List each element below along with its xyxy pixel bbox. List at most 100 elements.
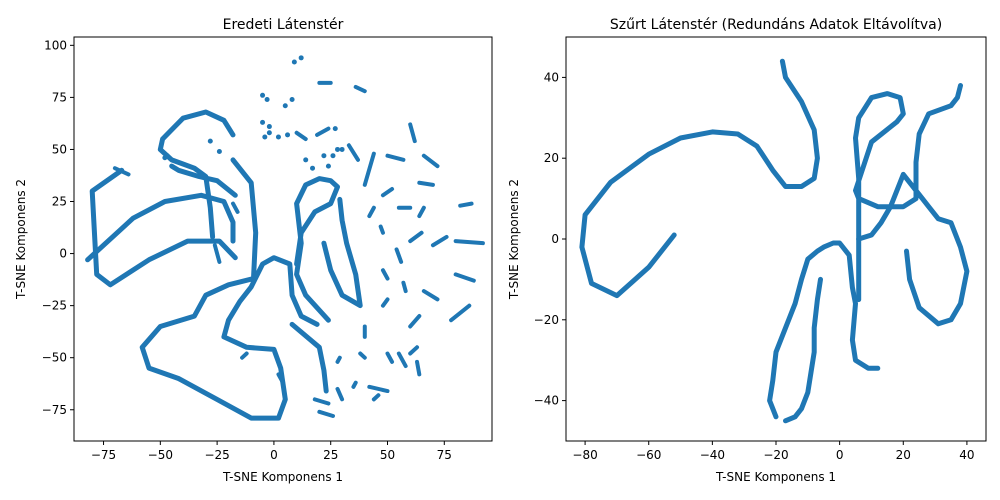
data-segment-0 — [112, 166, 131, 177]
data-segment-56 — [358, 351, 367, 360]
data-curve-1 — [85, 192, 236, 263]
data-point-8 — [266, 124, 272, 130]
data-segment-40 — [430, 234, 449, 248]
plot-area — [85, 55, 485, 421]
data-segment-64 — [335, 355, 342, 364]
x-axis-label: T-SNE Komponens 1 — [222, 470, 343, 484]
data-point-13 — [282, 103, 288, 109]
data-curve-5 — [294, 176, 340, 323]
data-curve-1 — [853, 83, 963, 303]
y-tick-label: 50 — [52, 142, 67, 156]
y-tick-label: 0 — [59, 247, 67, 261]
x-tick-label: 20 — [896, 448, 911, 462]
data-point-2 — [164, 153, 170, 159]
y-tick-label: 40 — [544, 70, 559, 84]
data-segment-47 — [401, 280, 408, 294]
data-point-24 — [310, 165, 316, 171]
data-segment-17 — [294, 130, 308, 142]
data-point-25 — [321, 153, 327, 159]
data-segment-55 — [385, 351, 395, 364]
data-point-26 — [325, 163, 331, 169]
data-point-11 — [275, 134, 281, 140]
data-segment-50 — [449, 303, 472, 323]
data-point-10 — [266, 130, 272, 136]
data-point-27 — [330, 153, 336, 159]
data-segment-22 — [346, 143, 360, 162]
data-point-7 — [260, 119, 266, 125]
data-point-9 — [262, 134, 268, 140]
data-segment-21 — [353, 84, 367, 94]
data-segment-43 — [378, 224, 385, 235]
data-point-12 — [285, 132, 291, 138]
data-segment-38 — [458, 201, 474, 208]
data-segment-52 — [408, 345, 420, 356]
x-tick-label: −25 — [204, 448, 229, 462]
axes-frame — [565, 36, 987, 442]
data-segment-31 — [385, 153, 406, 162]
y-tick-label: −75 — [42, 403, 67, 417]
y-axis-label: T-SNE Komponens 2 — [507, 179, 521, 300]
y-tick-label: −40 — [534, 394, 559, 408]
x-tick-label: −75 — [91, 448, 116, 462]
x-tick-label: 50 — [380, 448, 395, 462]
data-segment-48 — [408, 314, 422, 329]
data-segment-58 — [367, 384, 390, 394]
data-point-23 — [303, 157, 309, 163]
y-tick-label: −20 — [534, 313, 559, 327]
data-point-28 — [335, 146, 341, 152]
data-segment-39 — [453, 239, 485, 246]
data-point-15 — [291, 59, 297, 65]
x-tick-label: −40 — [700, 448, 725, 462]
data-segment-65 — [276, 372, 285, 385]
data-segment-62 — [312, 397, 331, 406]
data-segment-34 — [380, 187, 395, 198]
data-segment-42 — [394, 247, 404, 264]
y-axis-label: T-SNE Komponens 2 — [14, 179, 28, 300]
y-tick-label: 20 — [544, 151, 559, 165]
data-segment-41 — [408, 230, 424, 244]
data-segment-32 — [408, 122, 417, 144]
x-tick-label: 40 — [959, 448, 974, 462]
data-curve-4 — [139, 157, 320, 421]
x-tick-label: 0 — [270, 448, 278, 462]
y-tick-label: 100 — [44, 38, 67, 52]
data-segment-45 — [380, 268, 390, 281]
data-segment-30 — [362, 151, 376, 187]
data-segment-60 — [335, 386, 345, 402]
y-tick-label: 25 — [52, 195, 67, 209]
data-segment-66 — [240, 351, 249, 360]
data-curve-0 — [579, 58, 820, 299]
data-segment-18 — [315, 126, 331, 137]
data-curve-2 — [169, 163, 238, 198]
data-segment-49 — [421, 289, 440, 302]
x-axis-label: T-SNE Komponens 1 — [715, 470, 836, 484]
data-segment-37 — [417, 205, 426, 219]
data-segment-33 — [421, 153, 440, 169]
x-tick-label: 75 — [437, 448, 452, 462]
data-segment-61 — [317, 409, 335, 419]
x-tick-label: 0 — [836, 448, 844, 462]
data-curve-3 — [767, 240, 881, 420]
y-tick-label: 0 — [551, 232, 559, 246]
x-tick-label: 25 — [323, 448, 338, 462]
data-curve-7 — [289, 321, 329, 394]
left-plot: −75 −50 −25 0 25 50 75 −75 −50 −25 0 25 50 75 100 Erede… — [14, 17, 493, 484]
plot-area — [579, 58, 970, 424]
y-tick-label: −50 — [42, 351, 67, 365]
x-tick-label: −50 — [148, 448, 173, 462]
data-segment-67 — [212, 243, 222, 264]
data-segment-54 — [396, 351, 408, 369]
data-segment-53 — [415, 359, 422, 377]
y-tick-label: −25 — [42, 299, 67, 313]
data-point-4 — [216, 149, 222, 155]
data-segment-63 — [351, 380, 358, 389]
x-tick-label: −20 — [763, 448, 788, 462]
data-curve-0 — [89, 167, 238, 288]
x-tick-label: −60 — [636, 448, 661, 462]
chart-title: Eredeti Látenstér — [223, 17, 344, 33]
data-point-6 — [264, 96, 270, 102]
data-point-29 — [339, 146, 345, 152]
right-plot: −80 −60 −40 −20 0 20 40 −40 −20 0 20 40 Szűrt Látens… — [507, 17, 987, 484]
chart-title: Szűrt Látenstér (Redundáns Adatok Eltávo… — [610, 17, 942, 33]
